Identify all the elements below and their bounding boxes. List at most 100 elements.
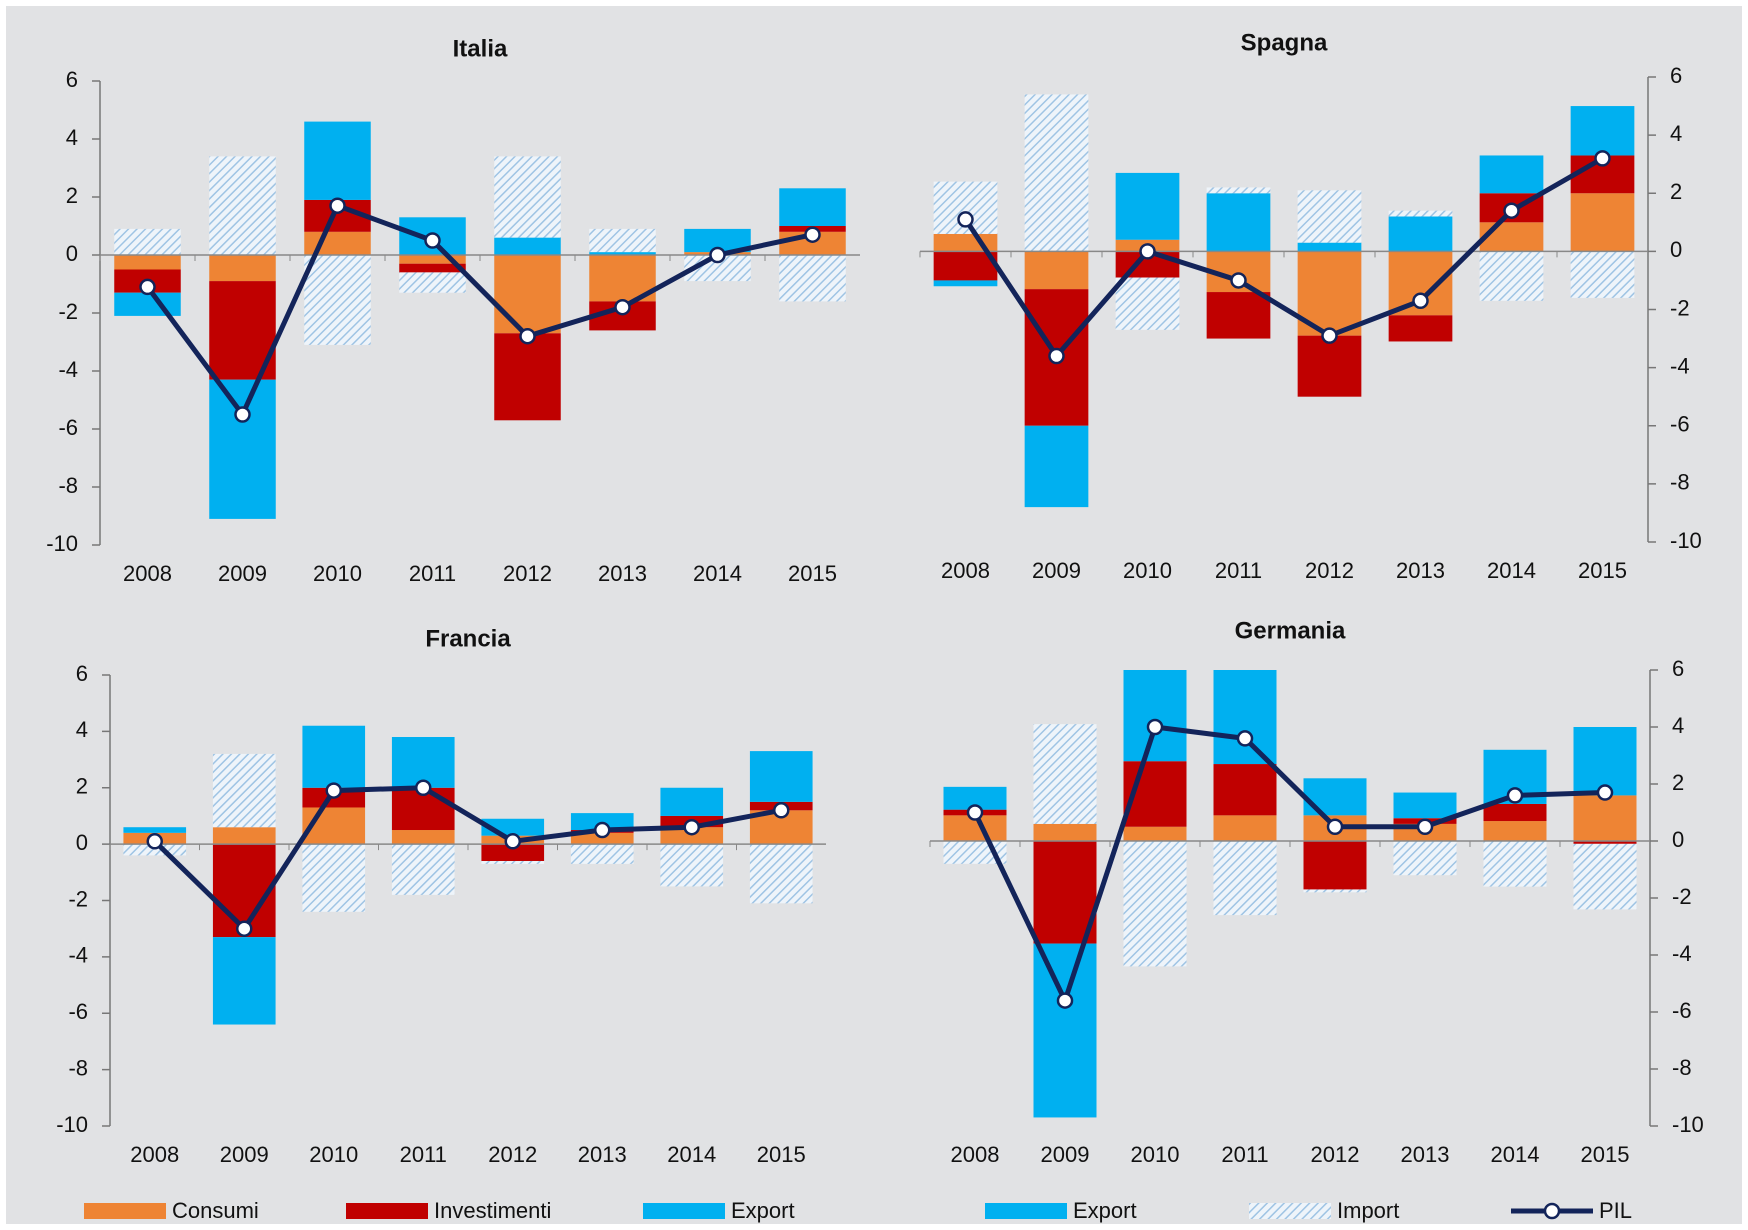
legend-label: Investimenti [434,1198,551,1223]
line-marker [329,197,346,214]
bar [1479,222,1544,252]
bar [1024,94,1089,252]
y-tick-label: -10 [46,531,78,556]
line-marker [594,821,611,839]
legend-swatch [1249,1203,1331,1219]
bar [481,844,545,862]
bar [749,751,813,802]
y-tick-label: -4 [58,357,78,382]
line-marker [234,406,251,423]
line-marker [709,246,726,264]
x-tick-label: 2009 [1041,1142,1090,1167]
x-tick-label: 2015 [1578,558,1627,583]
x-tick-label: 2014 [693,561,742,586]
y-tick-label: 2 [76,774,88,799]
bar [123,827,187,833]
bar [1115,277,1180,330]
line-marker [325,782,342,799]
y-tick-label: -10 [56,1112,88,1137]
bar [209,255,276,282]
chart-title: Francia [425,625,511,652]
bar [212,937,276,1025]
bar [1033,943,1097,1118]
x-tick-label: 2010 [1131,1142,1180,1167]
bar [660,827,724,845]
y-tick-label: 4 [66,125,78,150]
y-tick-label: -10 [1670,528,1702,553]
bar [304,121,371,200]
chart-title: Germania [1235,617,1346,644]
bar [1206,193,1271,252]
bar [1393,841,1457,876]
line-marker [1503,202,1520,219]
bar [209,156,276,255]
line-marker [683,818,700,836]
y-tick-label: -6 [1672,998,1692,1023]
bar [570,813,634,831]
bar [494,255,561,334]
bar [1033,841,1097,944]
chart-title: Italia [453,35,508,62]
legend-label: Import [1337,1198,1399,1223]
bar [209,379,276,519]
bar [481,861,545,864]
bar [1388,315,1453,342]
bar [1570,193,1635,252]
bar [114,292,181,316]
x-tick-label: 2008 [941,558,990,583]
bar [1123,670,1187,762]
line-marker [146,833,163,850]
bar [1573,841,1637,844]
line-marker [139,278,156,296]
y-tick-label: -6 [58,415,78,440]
y-tick-label: -6 [1670,412,1690,437]
bar [684,228,751,253]
line-marker [519,327,536,345]
y-tick-label: 0 [76,830,88,855]
y-tick-label: 6 [76,661,88,686]
plot [123,725,813,1025]
line-marker [236,920,253,937]
bar [660,844,724,887]
y-tick-label: -8 [1670,470,1690,495]
bar [570,832,634,845]
x-tick-label: 2008 [130,1142,179,1167]
line-marker [1048,347,1065,365]
bar [933,251,998,281]
line-marker [1506,787,1524,804]
bar [1033,724,1097,824]
y-tick-label: 6 [1672,656,1684,681]
x-tick-label: 2012 [503,561,552,586]
y-tick-label: -4 [1670,353,1690,378]
y-tick-label: -2 [1672,884,1692,909]
plot [933,94,1635,508]
legend-label: PIL [1599,1198,1632,1223]
legend-swatch [346,1203,428,1219]
x-tick-label: 2009 [1032,558,1081,583]
y-tick-label: 6 [1670,63,1682,88]
line [963,156,1604,361]
x-tick-label: 2008 [123,561,172,586]
bar [399,263,466,273]
bar [391,737,455,788]
y-tick-label: -2 [58,299,78,324]
bar [570,844,634,864]
y-tick-label: -10 [1672,1112,1704,1137]
bar [1479,251,1544,301]
bar [1570,106,1635,156]
line [972,724,1606,1008]
bar [1033,823,1097,841]
bar [779,188,846,226]
x-tick-label: 2009 [220,1142,269,1167]
y-tick-label: -2 [68,886,88,911]
x-tick-label: 2013 [1396,558,1445,583]
bar [1213,670,1277,765]
line-marker [1596,784,1614,801]
bar [1213,815,1277,841]
bar [1483,821,1547,841]
bar [1388,210,1453,217]
bar [1297,335,1362,397]
y-tick-label: -2 [1670,295,1690,320]
